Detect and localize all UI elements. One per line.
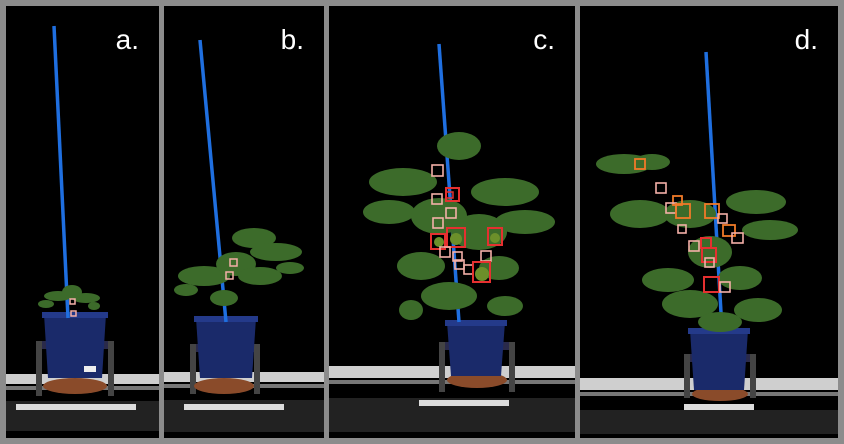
detection-box-small — [439, 246, 451, 258]
panel-label: b. — [280, 24, 304, 55]
detection-box-small — [463, 264, 474, 275]
panel-b: b. — [164, 6, 324, 438]
detection-box-medium — [704, 203, 720, 219]
detection-box-medium — [675, 203, 691, 219]
detection-box-small — [70, 310, 77, 317]
detection-box-small — [229, 258, 238, 267]
detection-box-small — [225, 271, 234, 280]
detection-box-small — [688, 240, 700, 252]
detection-box-large — [703, 276, 720, 293]
plant-image-d — [580, 51, 838, 434]
detection-box-small — [677, 224, 687, 234]
plant-image-c — [329, 43, 575, 432]
panel-label: d. — [794, 24, 818, 55]
panel-label: a. — [115, 24, 139, 55]
panel-c: c. — [329, 6, 575, 438]
detection-box-medium — [722, 224, 736, 237]
detection-box-small — [431, 193, 443, 205]
detection-box-small — [69, 298, 76, 305]
detection-box-small — [731, 232, 744, 244]
detection-box-large — [472, 261, 491, 283]
detection-box-large — [446, 227, 466, 248]
detection-box-small — [719, 281, 731, 293]
detection-box-large — [487, 227, 503, 246]
detection-box-large — [445, 191, 454, 199]
detection-box-small — [445, 207, 457, 219]
panel-a: a. — [6, 6, 159, 438]
detection-box-small — [452, 251, 463, 262]
plant-image-a — [6, 25, 159, 431]
detection-box-medium — [634, 158, 646, 170]
detection-box-large — [701, 247, 717, 263]
panel-label: c. — [533, 24, 555, 55]
detection-box-large — [430, 233, 446, 250]
detection-box-small — [655, 182, 667, 194]
panel-d: d. — [580, 6, 838, 438]
detection-box-medium — [672, 195, 683, 206]
detection-box-small — [704, 257, 715, 268]
detection-box-small — [717, 213, 728, 224]
plant-image-b — [164, 39, 324, 432]
detection-box-small — [432, 217, 444, 229]
detection-box-small — [431, 164, 444, 177]
